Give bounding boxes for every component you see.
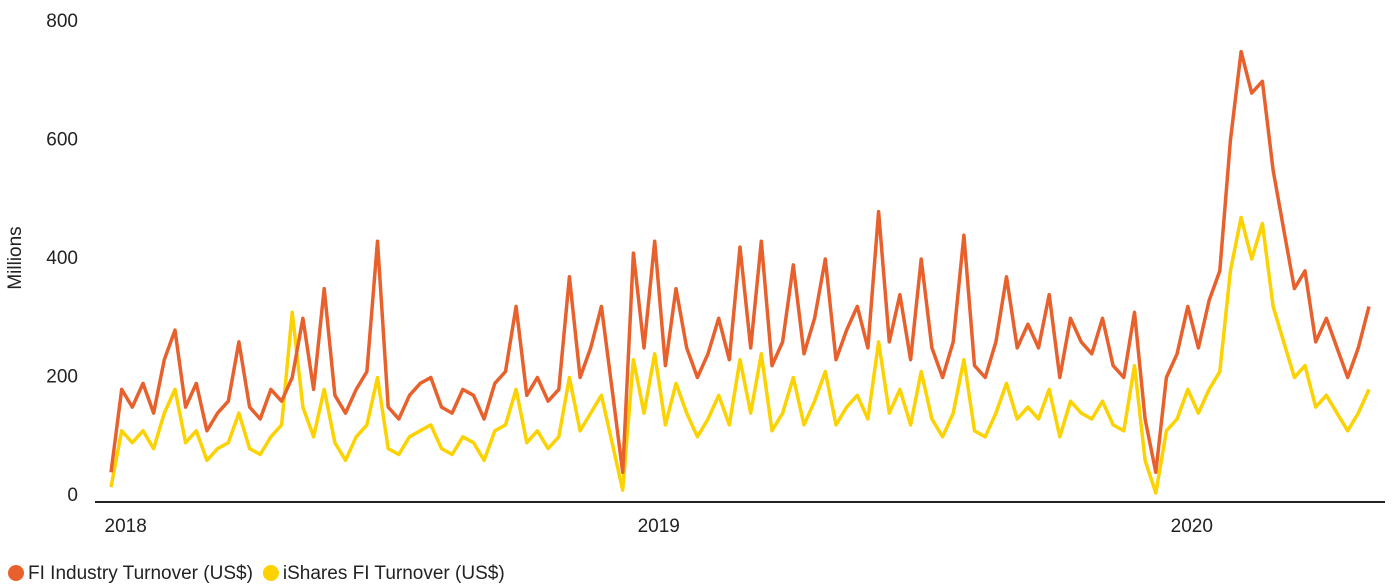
y-tick-label: 800 xyxy=(46,11,78,32)
y-tick-label: 0 xyxy=(67,485,78,506)
x-tick-label: 2020 xyxy=(1171,516,1213,537)
y-axis-label: Millions xyxy=(5,226,26,289)
legend-swatch xyxy=(8,565,24,581)
y-tick-label: 600 xyxy=(46,130,78,151)
y-tick-label: 400 xyxy=(46,248,78,269)
legend-swatch xyxy=(262,565,279,581)
legend-label: iShares FI Turnover (US$) xyxy=(283,563,505,584)
series-line xyxy=(109,215,1371,495)
x-tick-label: 2019 xyxy=(638,516,680,537)
x-tick-label: 2018 xyxy=(105,516,147,537)
series-line xyxy=(109,49,1371,475)
legend-label: FI Industry Turnover (US$) xyxy=(28,563,253,584)
y-tick-label: 200 xyxy=(46,367,78,388)
